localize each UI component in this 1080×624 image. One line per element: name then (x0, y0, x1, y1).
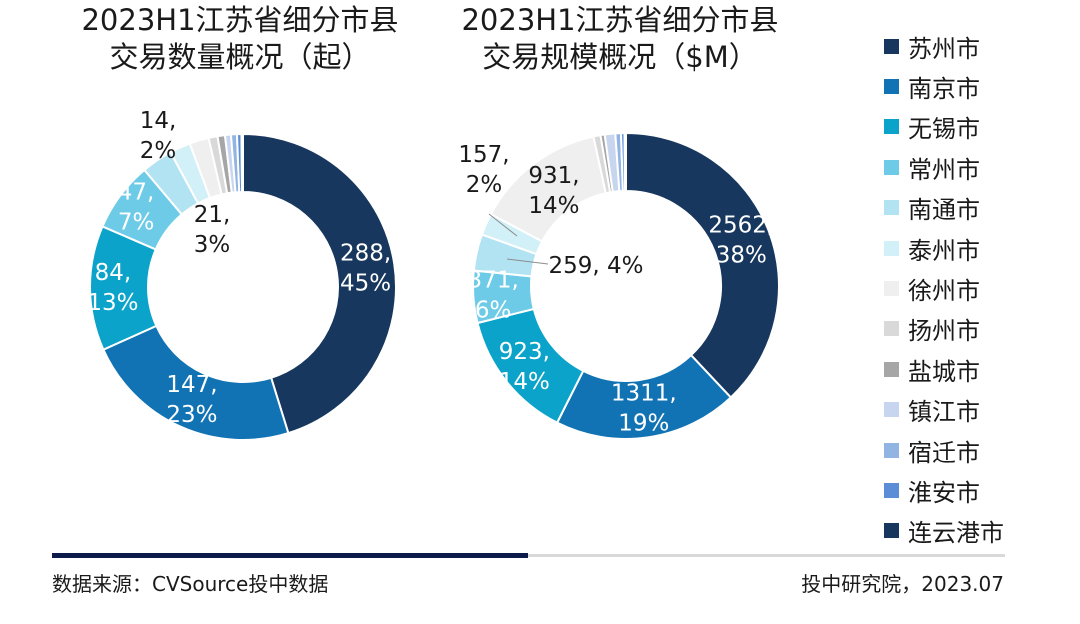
value-leader-line-6 (488, 213, 518, 237)
count-data-label-line: 84, (95, 259, 132, 285)
count-data-label-5: 21, 3% (194, 202, 231, 258)
value-chart-title: 2023H1江苏省细分市县 交易规模概况（$M） (440, 2, 800, 76)
data-source-note: 数据来源：CVSource投中数据 (52, 572, 329, 596)
legend-item: 南通市 (884, 188, 1004, 228)
count-data-label-line: 47, (118, 179, 155, 205)
footer-divider-light (528, 554, 1005, 557)
value-data-label-2: 1311, 19% (611, 380, 677, 436)
count-data-label-line: 23% (166, 402, 217, 428)
count-data-label-2: 147, 23% (166, 372, 217, 428)
count-slice-1 (242, 132, 397, 435)
count-data-label-line: 7% (118, 209, 155, 235)
legend-label: 徐州市 (908, 277, 980, 306)
legend-item: 扬州市 (884, 309, 1004, 349)
value-chart-title-line-2: 交易规模概况（$M） (482, 40, 758, 74)
value-donut-chart: 2562, 38% 1311, 19% 923, 14% 371, 6% 259, 4% 157,… (458, 131, 780, 440)
count-data-label-line: 147, (166, 372, 217, 398)
legend-label: 常州市 (908, 155, 980, 184)
legend-item: 泰州市 (884, 228, 1004, 268)
value-data-label-line: 371, (468, 267, 519, 293)
legend-swatch (884, 119, 899, 135)
count-slice-13 (240, 132, 244, 194)
legend-swatch (884, 442, 899, 458)
legend-label: 宿迁市 (908, 438, 980, 467)
value-data-label-line: 931, (528, 162, 579, 188)
legend-item: 宿迁市 (884, 430, 1004, 470)
legend-label: 扬州市 (908, 317, 980, 346)
value-data-label-1: 2562, 38% (708, 212, 774, 268)
count-data-label-4: 47, 7% (118, 179, 155, 235)
legend-label: 盐城市 (908, 357, 980, 386)
value-data-label-7: 931, 14% (528, 162, 579, 218)
legend-label: 淮安市 (908, 478, 980, 507)
count-donut-chart: 288, 45%147, 23%84, 13%47, 7% 21, 3%14, 2% (87, 108, 397, 441)
value-data-label-line: 38% (716, 242, 767, 268)
legend-swatch (884, 79, 899, 95)
value-slice-1 (625, 131, 780, 399)
count-data-label-1: 288, 45% (340, 240, 391, 296)
count-data-label-line: 3% (194, 232, 231, 258)
value-data-label-line: 14% (499, 369, 550, 395)
legend-item: 无锡市 (884, 107, 1004, 147)
count-chart-title: 2023H1江苏省细分市县 交易数量概况（起） (60, 2, 420, 76)
count-data-label-line: 2% (140, 138, 177, 164)
legend-swatch (884, 240, 899, 256)
value-data-label-line: 1311, (611, 380, 677, 406)
legend-item: 常州市 (884, 147, 1004, 187)
legend-item: 盐城市 (884, 349, 1004, 389)
value-data-label-5: 259, 4% (548, 253, 643, 279)
count-data-label-3: 84, 13% (87, 259, 138, 315)
count-chart-title-line-2: 交易数量概况（起） (109, 40, 371, 74)
value-data-label-line: 2% (466, 172, 503, 198)
legend-label: 无锡市 (908, 115, 980, 144)
count-data-label-line: 13% (87, 289, 138, 315)
count-data-label-line: 288, (340, 240, 391, 266)
count-data-label-6: 14, 2% (140, 108, 177, 164)
legend: 苏州市南京市无锡市常州市南通市泰州市徐州市扬州市盐城市镇江市宿迁市淮安市连云港市 (884, 26, 1004, 551)
legend-label: 南通市 (908, 196, 980, 225)
legend-item: 镇江市 (884, 390, 1004, 430)
value-data-label-4: 371, 6% (468, 267, 519, 323)
legend-swatch (884, 361, 899, 377)
legend-swatch (884, 321, 899, 337)
value-data-label-line: 19% (618, 410, 669, 436)
value-data-label-line: 259, 4% (548, 253, 643, 279)
legend-item: 苏州市 (884, 26, 1004, 66)
count-data-label-line: 14, (140, 108, 177, 134)
footer-divider-dark (52, 553, 528, 558)
legend-label: 连云港市 (908, 519, 1004, 548)
count-chart-title-line-1: 2023H1江苏省细分市县 (81, 3, 399, 37)
value-data-label-line: 157, (458, 142, 509, 168)
value-data-label-line: 923, (499, 339, 550, 365)
value-data-label-line: 6% (475, 297, 512, 323)
count-data-label-line: 45% (340, 270, 391, 296)
value-data-label-line: 14% (528, 192, 579, 218)
legend-swatch (884, 523, 899, 539)
legend-swatch (884, 482, 899, 498)
count-data-label-line: 21, (194, 202, 231, 228)
legend-item: 淮安市 (884, 470, 1004, 510)
legend-item: 徐州市 (884, 268, 1004, 308)
legend-swatch (884, 200, 899, 216)
legend-item: 南京市 (884, 66, 1004, 106)
value-leader-line-5 (506, 258, 549, 265)
legend-label: 泰州市 (908, 236, 980, 265)
legend-swatch (884, 159, 899, 175)
value-data-label-line: 2562, (708, 212, 774, 238)
value-data-label-3: 923, 14% (499, 339, 550, 395)
value-slice-13 (623, 131, 627, 193)
count-slice-2 (102, 324, 290, 441)
legend-swatch (884, 281, 899, 297)
legend-label: 南京市 (908, 75, 980, 104)
value-data-label-6: 157, 2% (458, 142, 509, 198)
legend-label: 镇江市 (908, 398, 980, 427)
legend-label: 苏州市 (908, 34, 980, 63)
legend-swatch (884, 38, 899, 54)
publisher-date-note: 投中研究院，2023.07 (801, 572, 1004, 596)
legend-item: 连云港市 (884, 511, 1004, 551)
value-chart-title-line-1: 2023H1江苏省细分市县 (461, 3, 779, 37)
legend-swatch (884, 402, 899, 418)
